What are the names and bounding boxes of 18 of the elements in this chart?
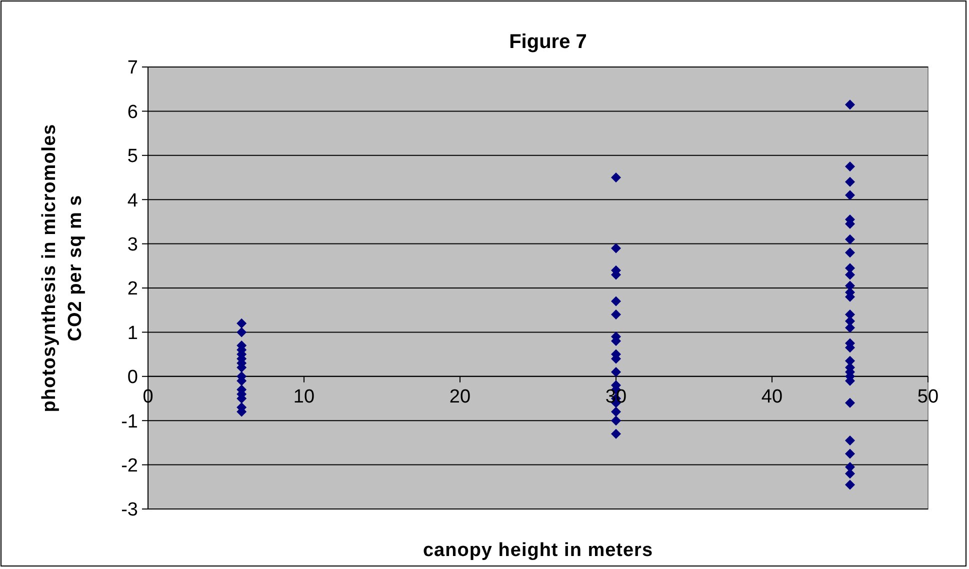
- y-tick-label: 1: [127, 322, 138, 344]
- y-tick-label: 3: [127, 234, 138, 256]
- y-tick-label: 4: [127, 190, 138, 212]
- y-tick-label: 7: [127, 58, 138, 79]
- chart-title: Figure 7: [509, 31, 587, 53]
- y-tick-label: -1: [121, 411, 138, 432]
- y-tick-label: 6: [127, 102, 138, 123]
- y-axis-title: photosynthesis in micromoles CO2 per sq m s: [39, 124, 86, 412]
- y-tick-label: -2: [121, 455, 138, 476]
- x-tick-label: 40: [761, 386, 783, 408]
- x-tick-label: 50: [917, 386, 939, 408]
- y-tick-label: 5: [127, 146, 138, 168]
- y-tick-label: 0: [127, 367, 138, 388]
- y-tick-label: 2: [127, 278, 138, 300]
- x-tick-label: 20: [449, 386, 471, 408]
- y-tick-label: -3: [121, 500, 138, 521]
- x-tick-label: 10: [293, 386, 315, 408]
- x-axis-title: canopy height in meters: [422, 540, 654, 561]
